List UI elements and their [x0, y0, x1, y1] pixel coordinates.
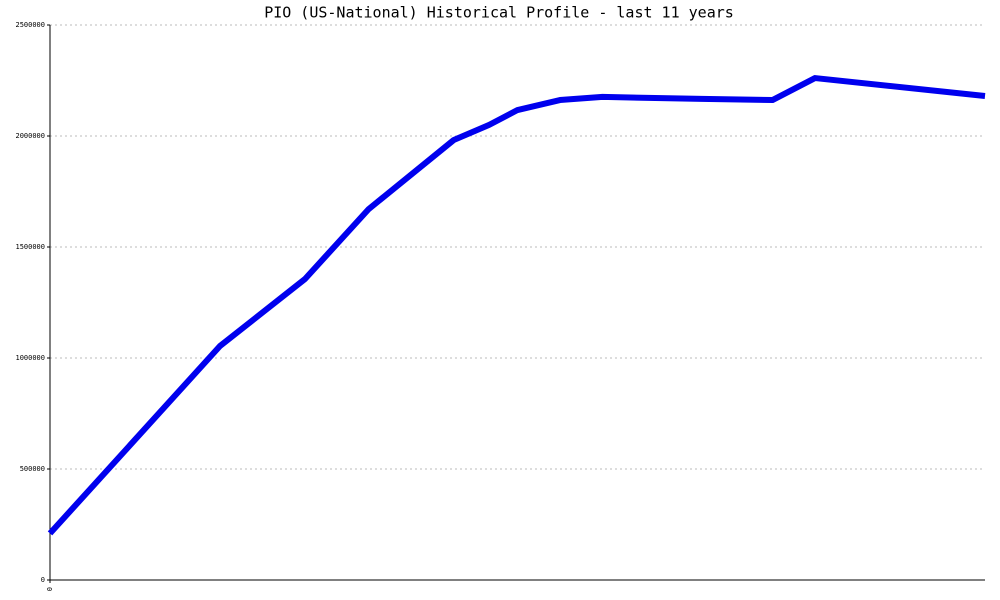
chart-title: PIO (US-National) Historical Profile - l… [264, 4, 734, 22]
y-tick-label: 2000000 [15, 132, 45, 140]
y-tick-label: 0 [41, 576, 45, 584]
y-tick-label: 1500000 [15, 243, 45, 251]
series-line [47, 75, 986, 536]
x-tick-label: 0 [46, 587, 54, 591]
y-tick-label: 500000 [20, 465, 45, 473]
y-tick-label: 2500000 [15, 21, 45, 29]
y-tick-label: 1000000 [15, 354, 45, 362]
